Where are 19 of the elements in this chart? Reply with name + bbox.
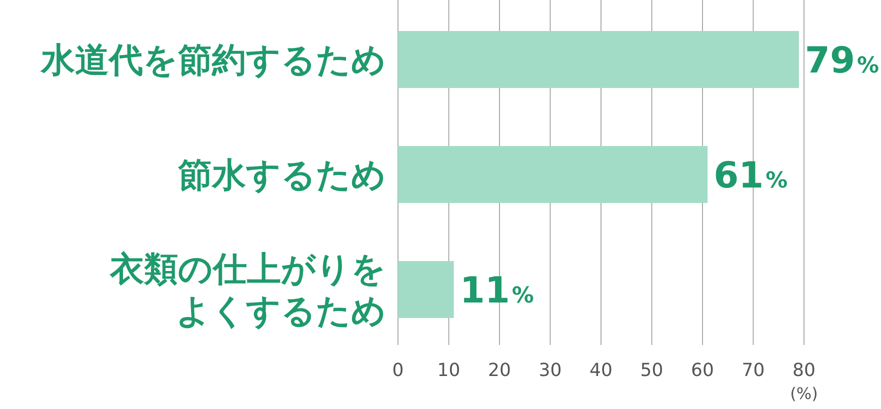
y-tick-label: 節水するため: [177, 156, 386, 196]
x-tick-label: 70: [742, 360, 765, 381]
x-tick-label: 50: [640, 360, 664, 381]
x-tick-label: 80: [792, 360, 816, 381]
x-tick-label: 0: [392, 360, 404, 381]
bar: [398, 146, 708, 203]
y-tick-label: 水道代を節約するため: [40, 40, 386, 80]
data-label: 79%: [804, 40, 880, 82]
bar: [398, 261, 454, 318]
data-label: 61%: [714, 156, 788, 196]
x-tick-label: 30: [538, 360, 562, 381]
y-tick-label: 衣類の仕上がりをよくするため: [109, 250, 386, 332]
x-tick-label: 60: [691, 360, 714, 381]
x-axis-title: (%): [790, 384, 818, 403]
x-tick-label: 40: [590, 360, 612, 381]
data-label: 11%: [460, 270, 534, 312]
x-tick-label: 10: [437, 360, 460, 381]
x-tick-label: 20: [488, 360, 511, 381]
bar: [398, 31, 799, 88]
